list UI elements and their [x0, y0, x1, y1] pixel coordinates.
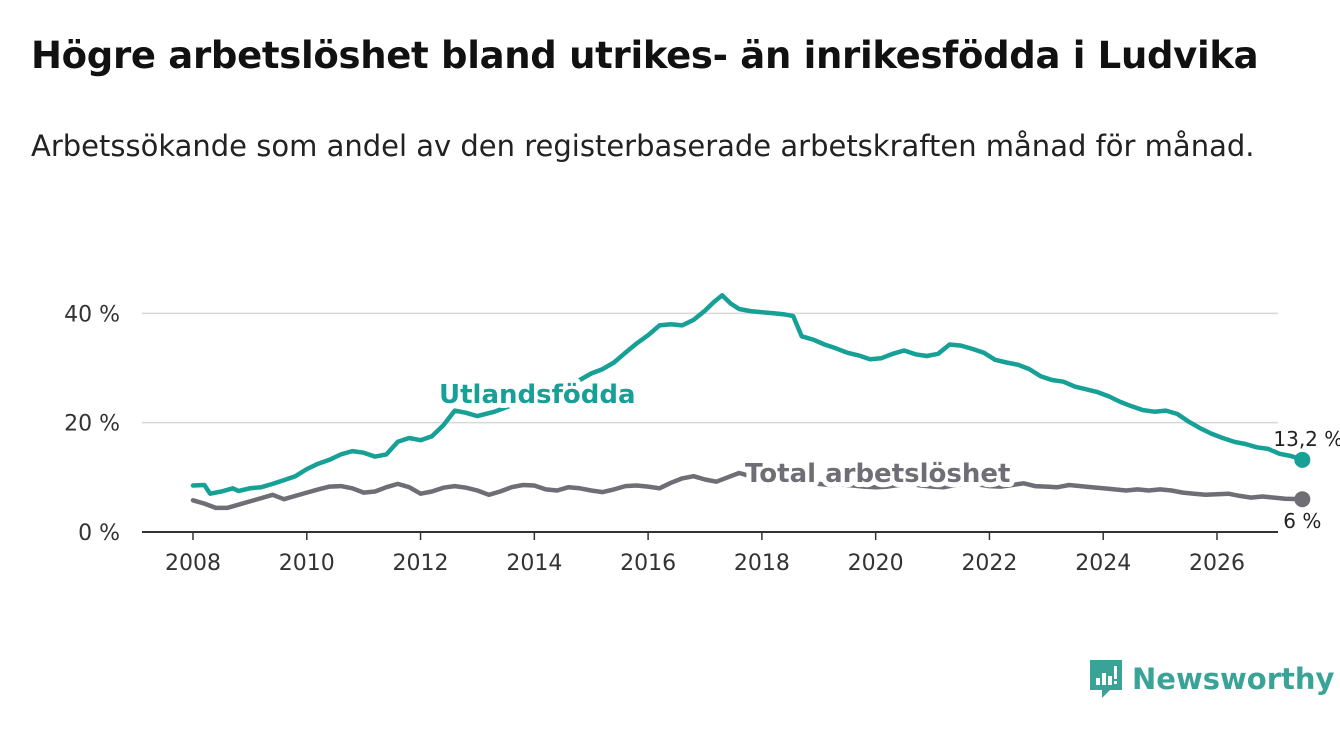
gridlines: [142, 312, 1278, 424]
brand-name: Newsworthy: [1132, 662, 1335, 696]
x-tick-label: 2018: [734, 551, 790, 576]
y-tick-label: 40 %: [64, 302, 120, 327]
x-tick-label: 2022: [961, 551, 1017, 576]
y-tick-label: 0 %: [78, 521, 120, 546]
x-tick-label: 2014: [506, 551, 562, 576]
series-line: [190, 293, 1305, 496]
y-tick-label: 20 %: [64, 412, 120, 437]
brand: Newsworthy: [1088, 658, 1334, 700]
series-end-dot: [1294, 451, 1311, 468]
end-value-label: 13,2 %: [1273, 427, 1340, 451]
x-tick-label: 2020: [848, 551, 904, 576]
chart-subtitle: Arbetssökande som andel av den registerb…: [31, 129, 1255, 163]
series-line: [190, 470, 1305, 511]
newsworthy-logo-icon: [1090, 660, 1122, 698]
series-end-dot: [1294, 491, 1311, 508]
series-name-label: Utlandsfödda: [439, 380, 636, 410]
x-tick-label: 2008: [165, 551, 221, 576]
end-value-label: 6 %: [1283, 509, 1321, 533]
series-name-label: Total arbetslöshet: [745, 459, 1010, 489]
x-tick-label: 2026: [1189, 551, 1245, 576]
line-chart: 0 % 20 % 40 % 2008 2010 2012 2014 2016 2018 2020 2…: [64, 293, 1340, 576]
axes: 0 % 20 % 40 % 2008 2010 2012 2014 2016 2018 2020 2…: [64, 302, 1278, 576]
x-tick-label: 2016: [620, 551, 676, 576]
series: [190, 293, 1311, 511]
labels: Utlandsfödda Total arbetslöshet 13,2 % 6 %: [434, 375, 1340, 536]
x-tick-label: 2012: [393, 551, 449, 576]
x-tick-label: 2010: [279, 551, 335, 576]
chart-title: Högre arbetslöshet bland utrikes- än inr…: [31, 34, 1259, 77]
x-tick-label: 2024: [1075, 551, 1131, 576]
